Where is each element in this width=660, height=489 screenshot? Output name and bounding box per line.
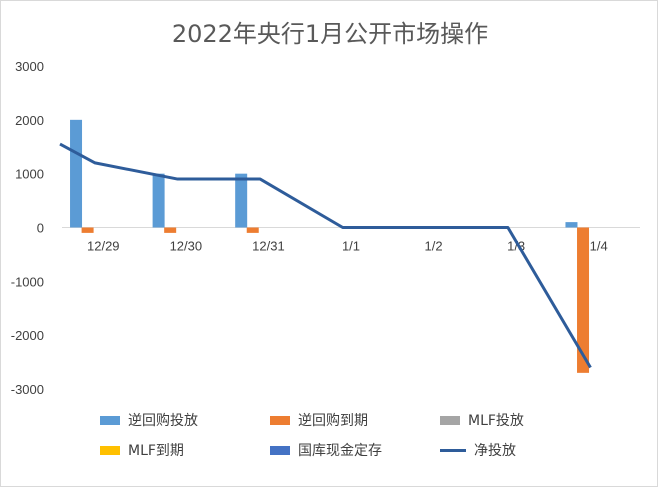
legend-label: 国库现金定存 [298,443,382,459]
bar-1-1-4 [577,227,590,373]
x-tick-label: 12/31 [252,239,285,254]
legend-item: 国库现金定存 [270,440,382,460]
y-tick-label: -1000 [11,274,44,289]
chart-title: 2022年央行1月公开市场操作 [171,20,489,48]
legend-swatch [270,415,290,425]
bar-0-12-30 [152,173,165,228]
legend-swatch [100,415,120,425]
bar-0-12-31 [235,173,248,228]
y-tick-label: 0 [37,221,44,236]
legend-label: 逆回购投放 [128,413,198,429]
bar-1-12-30 [164,227,177,233]
legend-swatch [100,445,120,455]
bar-1-12-29 [81,227,94,233]
y-tick-label: 1000 [15,167,44,182]
legend-label: 逆回购到期 [298,413,368,429]
legend-swatch [270,445,290,455]
x-tick-label: 1/2 [425,239,443,254]
x-tick-label: 12/30 [170,239,203,254]
bar-1-12-31 [246,227,259,233]
legend-item: MLF投放 [440,410,524,430]
line-net-injection [59,142,592,369]
x-tick-label: 12/29 [87,239,120,254]
y-tick-label: -3000 [11,382,44,397]
legend-item: 净投放 [440,440,516,460]
bar-0-1-4 [565,222,578,228]
legend-item: 逆回购投放 [100,410,198,430]
bar-0-12-29 [70,119,83,228]
legend-label: MLF到期 [128,443,184,459]
y-tick-label: -2000 [11,328,44,343]
legend-swatch [440,415,460,425]
legend-swatch [440,448,466,452]
legend-label: 净投放 [474,443,516,459]
y-tick-label: 3000 [15,59,44,74]
legend-label: MLF投放 [468,413,524,429]
legend-item: MLF到期 [100,440,184,460]
x-tick-label: 1/4 [590,239,608,254]
legend-item: 逆回购到期 [270,410,368,430]
x-tick-label: 1/1 [342,239,360,254]
y-tick-label: 2000 [15,113,44,128]
